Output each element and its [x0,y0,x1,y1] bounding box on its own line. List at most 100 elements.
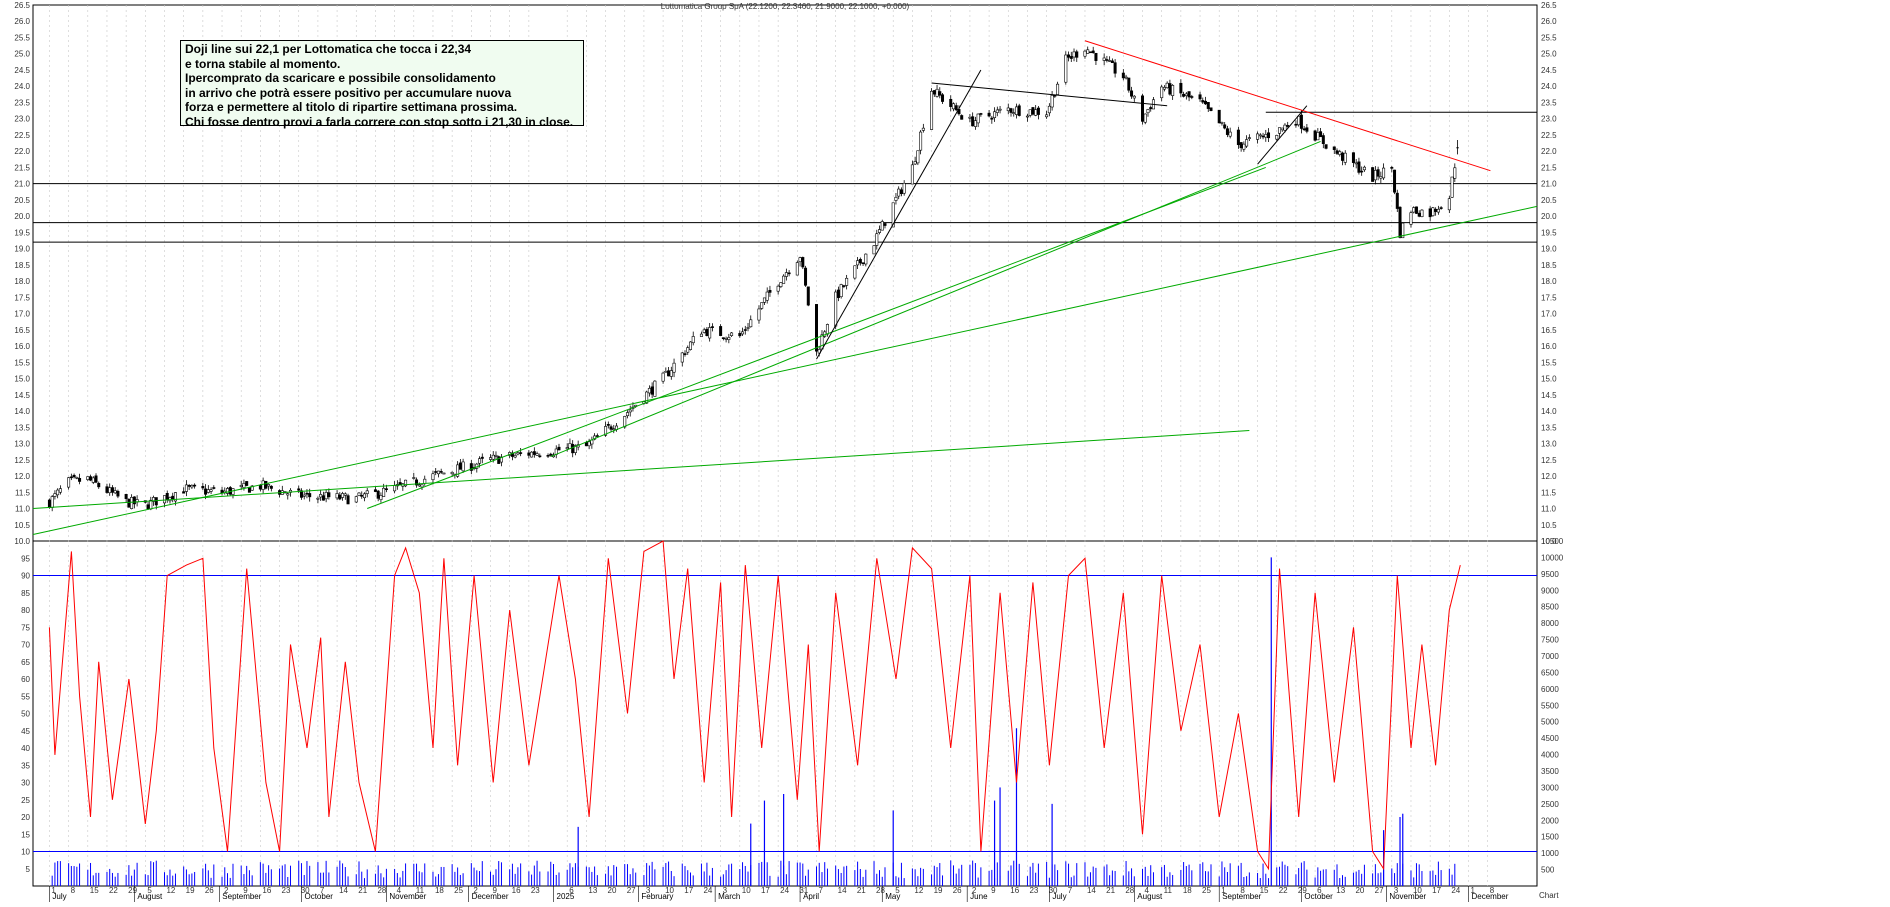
annotation-line-2: e torna stabile al momento. [185,56,341,71]
x-day-label: 16 [1010,886,1019,895]
candle-body [154,497,158,506]
candle-body [1050,95,1054,108]
x-day-label: 30 [1049,886,1058,895]
candle-body [72,474,76,478]
volume-bars [51,557,1456,886]
volume-tick: 8000 [1541,619,1559,628]
candle-body [1286,125,1290,127]
price-tick-right: 21.5 [1541,163,1557,172]
x-day-label: 5 [895,886,900,895]
candle-body [480,456,484,459]
x-day-label: 23 [531,886,540,895]
price-tick-left: 16.5 [14,326,30,335]
candle-body [376,490,380,499]
candle-body [645,391,649,404]
x-day-label: 17 [684,886,693,895]
candle-body [1267,132,1271,139]
candle-body [667,370,671,377]
candle-body [691,336,695,344]
candle-body [362,493,366,499]
volume-tick: 10500 [1541,537,1564,546]
x-day-label: 4 [1145,886,1150,895]
volume-tick: 9500 [1541,570,1559,579]
candle-body [1417,212,1421,217]
x-day-label: 22 [109,886,118,895]
candle-body [190,485,194,488]
candle-body [47,499,51,509]
candle-body [434,471,438,473]
candle-body [587,441,591,447]
candle-body [1376,169,1380,177]
candle-body [75,477,79,479]
x-day-label: 8 [1490,886,1495,895]
candle-body [1067,54,1071,58]
candle-body [1012,112,1016,114]
candle-body [995,109,999,113]
volume-tick: 1000 [1541,849,1559,858]
candle-body [683,353,687,355]
candle-body [971,116,975,127]
candle-body [417,484,421,487]
x-day-label: 4 [397,886,402,895]
candle-body [456,464,460,477]
candle-body [56,489,60,496]
candle-body [765,291,769,301]
oscillator-line [48,540,1461,871]
candle-body [1102,57,1106,61]
candle-body [998,108,1002,111]
candle-body [1091,50,1095,54]
price-tick-left: 21.0 [14,180,30,189]
volume-tick: 5500 [1541,701,1559,710]
candle-body [1124,76,1128,79]
price-tick-right: 12.5 [1541,456,1557,465]
candle-body [1031,107,1035,115]
price-tick-left: 15.0 [14,375,30,384]
candle-body [565,447,569,450]
price-tick-right: 18.5 [1541,261,1557,270]
candle-body [343,493,347,496]
candle-body [1362,166,1366,171]
candle-body [1069,56,1073,59]
candle-body [105,486,109,493]
x-month-label: December [472,892,509,901]
price-tick-left: 19.0 [14,245,30,254]
x-month-label: February [641,892,673,901]
candle-body [806,286,810,306]
annotation-line-1: Doji line sui 22,1 per Lottomatica che t… [185,42,472,56]
x-day-label: 14 [339,886,348,895]
candle-body [757,308,761,321]
price-tick-left: 14.0 [14,407,30,416]
annotation-line-6: Chi fosse dentro provi a farla correre c… [185,114,574,129]
candle-body [1264,134,1268,138]
x-day-label: 26 [205,886,214,895]
trendline [367,166,1266,509]
candle-body [1206,102,1210,109]
candle-body [1395,192,1399,209]
candle-body [593,435,597,440]
candle-body [532,451,536,455]
candle-body [50,496,54,508]
candle-body [250,485,254,491]
oscillator-tick: 45 [21,727,30,736]
price-tick-left: 14.5 [14,391,30,400]
candle-body [1110,60,1114,64]
candle-body [1146,109,1150,114]
candle-body [187,484,191,487]
candle-body [297,488,301,491]
x-day-label: 3 [1394,886,1399,895]
candle-body [768,289,772,293]
oscillator-tick: 5 [26,865,31,874]
candle-body [442,472,446,475]
candle-body [1297,115,1301,126]
candle-body [1017,105,1021,116]
candle-body [1382,167,1386,179]
volume-tick: 4000 [1541,751,1559,760]
candle-body [1143,113,1147,123]
candle-body [1280,127,1284,131]
candle-body [1275,135,1279,140]
price-tick-right: 11.5 [1541,488,1557,497]
candle-body [1034,109,1038,116]
candle-body [941,94,945,102]
candle-body [1130,90,1134,97]
candle-body [1436,208,1440,213]
